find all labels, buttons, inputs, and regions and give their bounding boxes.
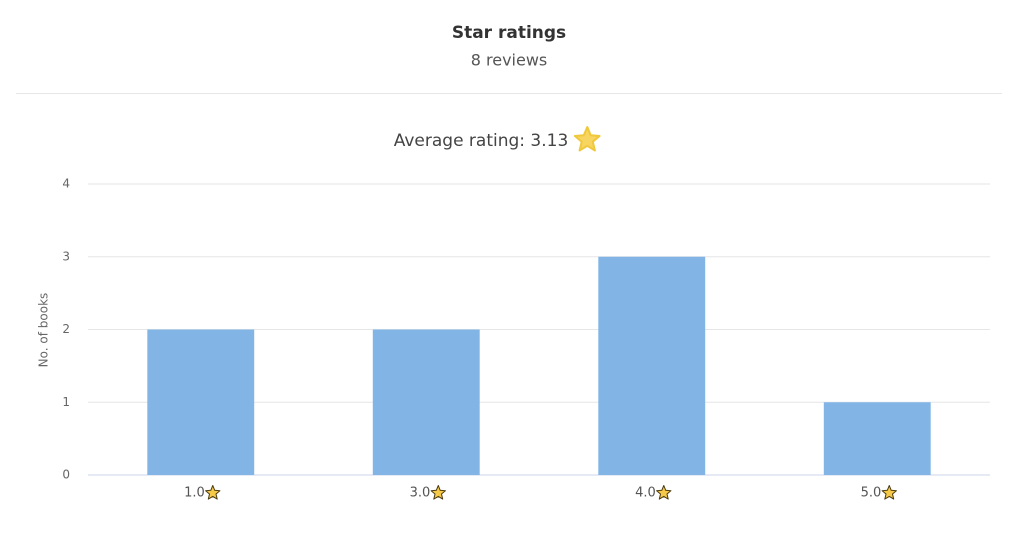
- star-icon: [656, 485, 672, 500]
- bar: [372, 329, 480, 475]
- bar: [823, 402, 931, 475]
- y-tick-label: 2: [62, 322, 70, 336]
- x-tick-label: 5.0: [861, 486, 882, 501]
- x-tick-label: 1.0: [184, 486, 205, 501]
- y-tick-label: 1: [62, 395, 70, 409]
- y-tick-label: 4: [62, 177, 70, 191]
- star-icon: [205, 485, 221, 500]
- chart-title: Star ratings: [452, 23, 566, 43]
- y-tick-label: 3: [62, 249, 70, 263]
- star-icon: [881, 485, 897, 500]
- star-icon: [573, 126, 601, 152]
- y-tick-label: 0: [62, 468, 70, 482]
- x-tick-label: 4.0: [635, 486, 656, 501]
- y-axis-label: No. of books: [37, 293, 51, 368]
- x-tick-label: 3.0: [410, 486, 431, 501]
- bar: [147, 329, 255, 475]
- bar: [598, 256, 706, 475]
- star-icon: [430, 485, 446, 500]
- chart-subtitle: 8 reviews: [471, 51, 548, 70]
- annotation: Average rating: 3.13: [394, 131, 569, 151]
